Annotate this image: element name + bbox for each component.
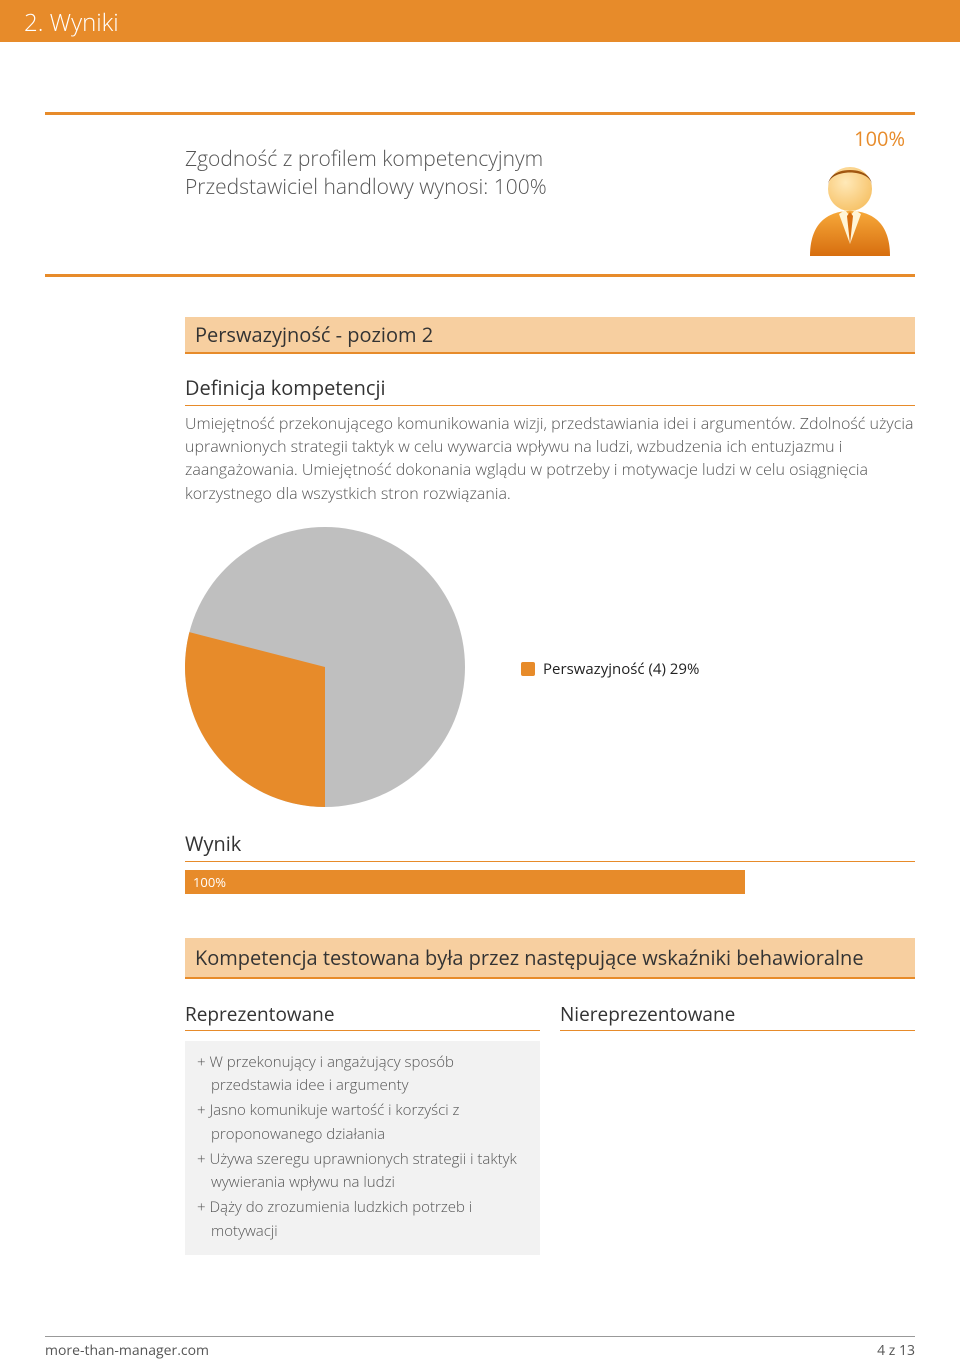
avatar-percent: 100% [795, 125, 905, 152]
definition-title: Definicja kompetencji [185, 374, 915, 406]
avatar-icon [795, 156, 905, 256]
pie-chart [185, 527, 465, 812]
summary-line2: Przedstawiciel handlowy wynosi: 100% [185, 173, 547, 201]
legend-label: Perswazyjność (4) 29% [543, 659, 699, 679]
footer-page: 4 z 13 [877, 1341, 915, 1360]
footer-site: more-than-manager.com [45, 1341, 209, 1360]
footer: more-than-manager.com 4 z 13 [45, 1336, 915, 1360]
indicators-banner: Kompetencja testowana była przez następu… [185, 938, 915, 979]
represented-list: + W przekonujący i angażujący sposób prz… [185, 1041, 540, 1255]
represented-title: Reprezentowane [185, 1001, 540, 1031]
result-bar: 100% [185, 870, 745, 894]
definition-body: Umiejętność przekonującego komunikowania… [185, 412, 915, 505]
page-title: 2. Wyniki użytkownika [0, 0, 225, 42]
divider-mid [45, 274, 915, 277]
list-item: + Jasno komunikuje wartość i korzyści z … [197, 1099, 528, 1146]
not-represented-title: Niereprezentowane [560, 1001, 915, 1031]
result-bar-label: 100% [193, 873, 226, 891]
legend-swatch [521, 662, 535, 676]
list-item: + Dąży do zrozumienia ludzkich potrzeb i… [197, 1196, 528, 1243]
divider-top [45, 112, 915, 115]
list-item: + Używa szeregu uprawnionych strategii i… [197, 1148, 528, 1195]
result-title: Wynik [185, 830, 915, 862]
competency-badge: Perswazyjność - poziom 2 [185, 317, 915, 354]
list-item: + W przekonujący i angażujący sposób prz… [197, 1051, 528, 1098]
summary-line1: Zgodność z profilem kompetencyjnym [185, 145, 547, 173]
summary-text: Zgodność z profilem kompetencyjnym Przed… [185, 145, 547, 202]
pie-legend: Perswazyjność (4) 29% [521, 659, 699, 679]
